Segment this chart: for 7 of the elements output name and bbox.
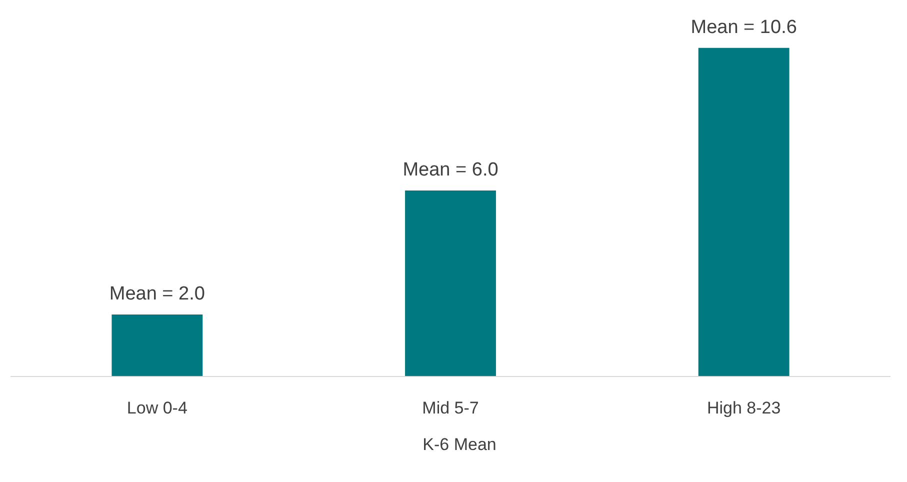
data-label: Mean = 6.0: [402, 160, 498, 181]
x-tick-label: High 8-23: [706, 398, 781, 418]
x-tick-label: Mid 5-7: [422, 398, 479, 418]
data-label: Mean = 10.6: [690, 16, 797, 38]
x-tick-label: Low 0-4: [126, 398, 188, 418]
text: K-6 Mean: [422, 435, 496, 455]
data-label: Mean = 2.0: [109, 284, 205, 305]
